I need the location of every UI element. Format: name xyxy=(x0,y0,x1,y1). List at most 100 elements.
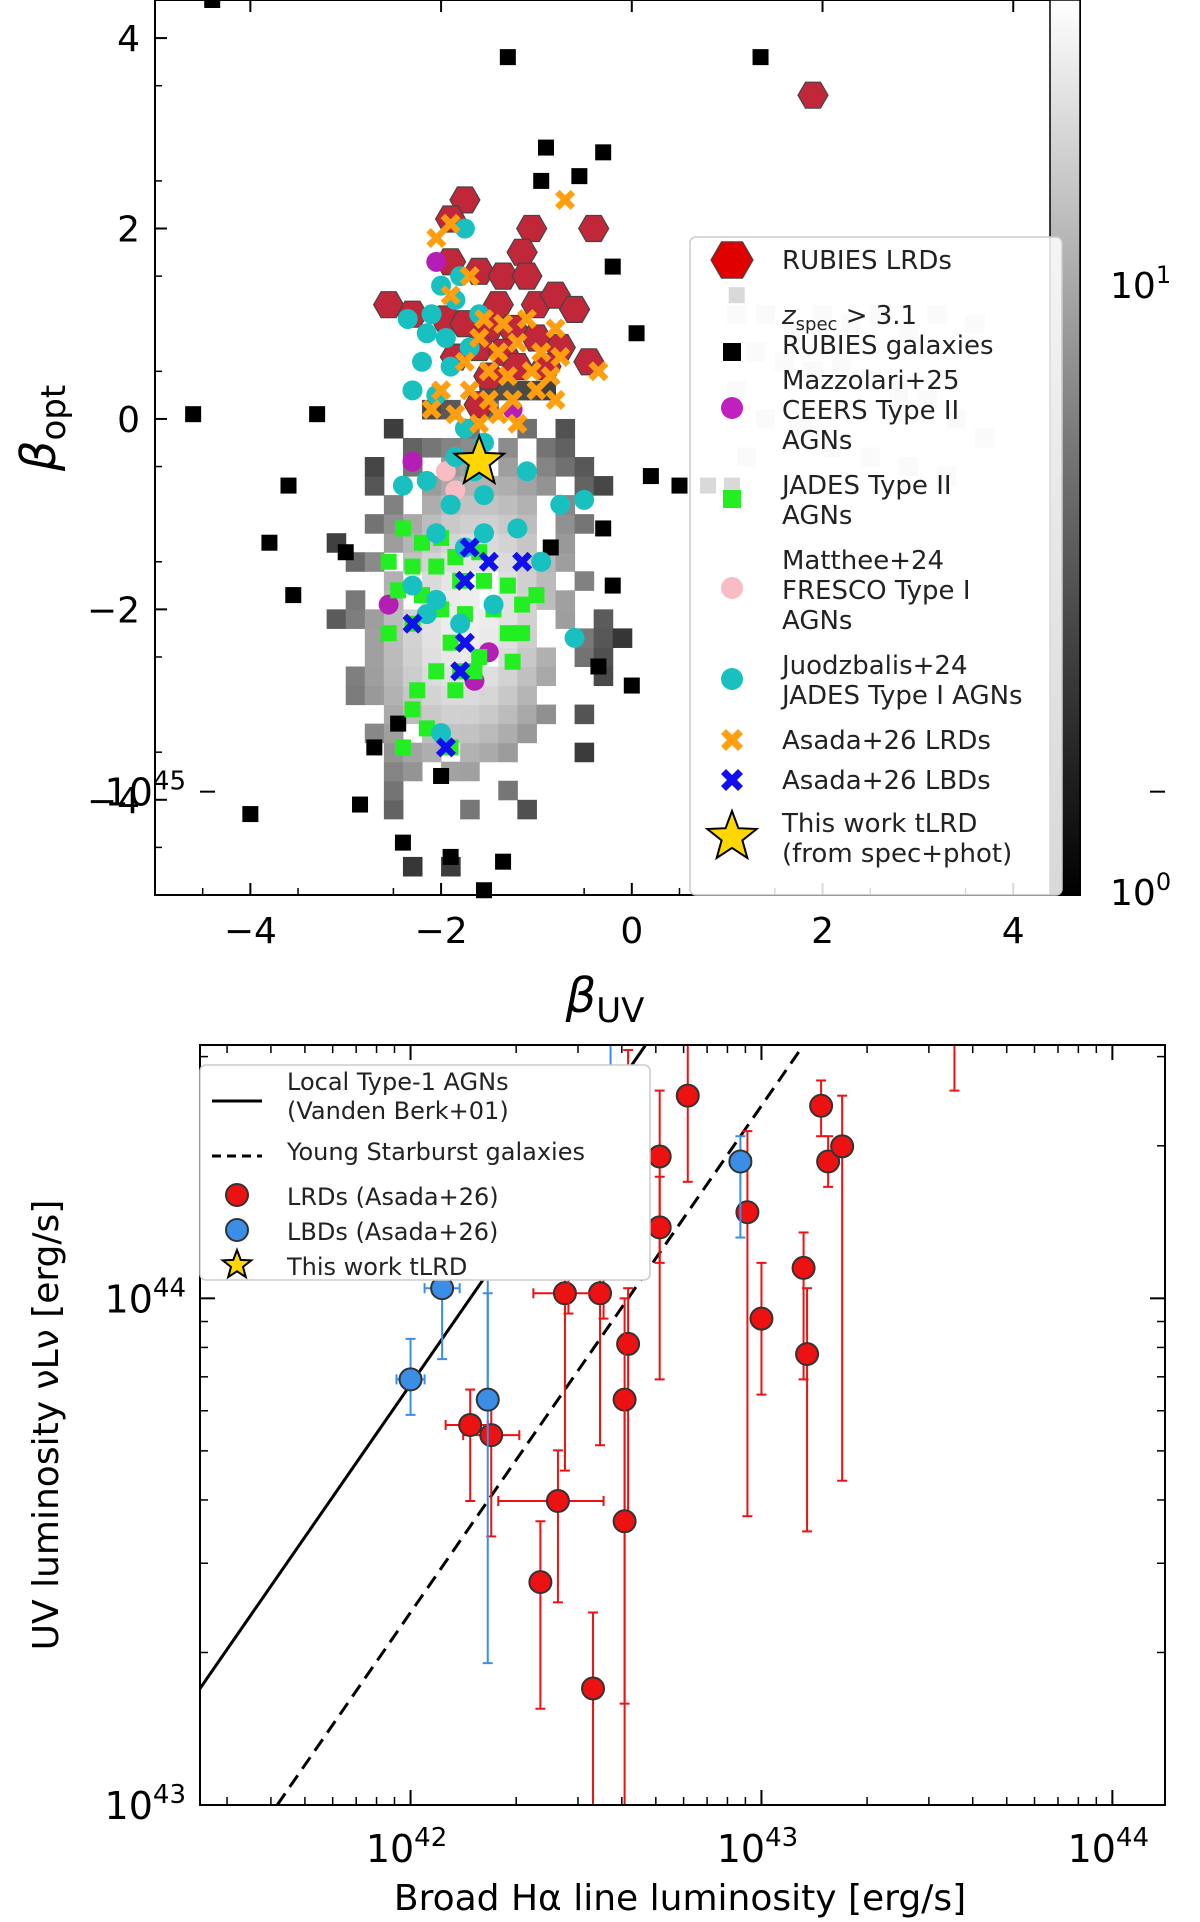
bottom-legend-label: LBDs (Asada+26) xyxy=(287,1218,498,1246)
asada-26-lrds-point xyxy=(516,309,537,329)
rubies-lrds-point xyxy=(558,295,591,323)
top-y-axis-label: βopt xyxy=(11,385,74,472)
jades-type-ii-agns-point xyxy=(428,558,445,575)
hist-bin xyxy=(460,723,480,744)
rubies-lrds-point xyxy=(578,214,610,243)
asada-26-lrds-point xyxy=(545,318,566,339)
this-work-tlrd-point xyxy=(451,432,507,486)
z-spec-3-1-rubies-galaxies-point xyxy=(366,739,383,756)
asada-26-lrds-point xyxy=(478,361,499,382)
hist-bin xyxy=(574,742,595,763)
z-spec-3-1-rubies-galaxies-point xyxy=(533,172,550,189)
hist-bin xyxy=(574,476,595,496)
asada-26-lrds-point xyxy=(440,285,461,306)
hist-bin xyxy=(422,437,442,458)
z-spec-3-1-rubies-galaxies-point xyxy=(642,468,659,485)
juodzbalis-24-jades-type-i-agns-point xyxy=(426,589,447,610)
juodzbalis-24-jades-type-i-agns-point xyxy=(473,523,494,544)
hist-bin xyxy=(536,571,557,591)
hist-bin xyxy=(555,609,576,629)
hist-bin xyxy=(460,742,480,763)
hist-bin xyxy=(460,514,480,534)
hist-bin xyxy=(479,628,499,648)
hist-bin xyxy=(460,761,480,782)
hist-bin xyxy=(460,799,480,820)
top-legend-entry-label: AGNs xyxy=(782,606,852,636)
bottom-legend-box xyxy=(199,1064,651,1281)
juodzbalis-24-jades-type-i-agns-point xyxy=(516,461,537,482)
lrds-asada-26-point xyxy=(1080,862,1102,884)
hist-bin xyxy=(345,666,366,687)
jades-type-ii-agns-point xyxy=(380,553,397,570)
hist-bin xyxy=(555,457,576,477)
hist-bin xyxy=(498,742,518,763)
hist-bin xyxy=(441,704,461,725)
hist-bin xyxy=(574,457,595,477)
asada-26-lrds-point xyxy=(445,404,466,425)
mazzolari-25-ceers-type-ii-agns-point xyxy=(426,251,447,272)
z-spec-3-1-rubies-galaxies-point xyxy=(571,168,588,185)
z-spec-3-1-rubies-galaxies-point xyxy=(442,848,459,865)
juodzbalis-24-jades-type-i-agns-point xyxy=(473,485,494,506)
hist-bin xyxy=(517,495,537,515)
juodzbalis-24-jades-type-i-agns-point xyxy=(440,356,461,377)
hist-bin xyxy=(574,571,595,591)
top-x-tick-label: −4 xyxy=(224,911,277,952)
asada-26-lrds-point xyxy=(502,389,523,410)
jades-type-ii-agns-point xyxy=(418,720,435,737)
hist-bin xyxy=(479,723,499,744)
jades-type-ii-agns-point xyxy=(390,582,407,599)
matthee-24-fresco-type-i-agns-point xyxy=(435,461,456,482)
hist-bin xyxy=(517,799,537,820)
jades-type-ii-agns-point xyxy=(380,625,397,642)
hist-bin xyxy=(402,628,423,648)
top-legend-entry-label: FRESCO Type I xyxy=(782,576,971,606)
asada-26-lrds-point xyxy=(469,413,490,434)
top-y-tick-label: 2 xyxy=(117,210,140,251)
z-spec-3-1-rubies-galaxies-point xyxy=(537,139,554,156)
colorbar-tick-10-0: 100 xyxy=(1110,868,1171,914)
asada-26-lrds-point xyxy=(507,413,528,434)
hist-bin xyxy=(555,533,576,553)
bottom-x-tick-label: 1042 xyxy=(366,1823,447,1871)
asada-26-lrds-point xyxy=(493,313,514,334)
top-legend-entry-marker xyxy=(704,808,760,861)
asada-26-lrds-point xyxy=(459,380,480,401)
top-axis-ticks: −4 −2 0 2 4 4 2 0 −2 −4 xyxy=(87,0,1062,952)
lrds-asada-26-point xyxy=(830,1134,855,1159)
lrds-asada-26-point xyxy=(528,1570,553,1595)
top-legend-entry-marker xyxy=(710,241,754,279)
asada-26-lrds-point xyxy=(426,228,447,248)
z-spec-3-1-rubies-galaxies-point xyxy=(499,49,516,66)
juodzbalis-24-jades-type-i-agns-point xyxy=(507,518,528,539)
z-spec-3-1-rubies-galaxies-point xyxy=(261,534,278,551)
lrds-asada-26-point xyxy=(675,1083,700,1108)
z-spec-3-1-rubies-galaxies-point xyxy=(604,258,621,275)
hist-bin xyxy=(422,704,442,725)
asada-26-lbds-point xyxy=(454,570,475,591)
lrds-asada-26-point xyxy=(581,1676,606,1701)
juodzbalis-24-jades-type-i-agns-point xyxy=(402,380,423,401)
mazzolari-25-ceers-type-ii-agns-point xyxy=(402,451,423,472)
lbds-asada-26-point xyxy=(398,1367,423,1392)
z-spec-3-1-rubies-galaxies-point xyxy=(185,406,202,423)
bottom-y-axis-label: UV luminosity νLν [erg/s] xyxy=(26,1200,67,1651)
top-legend-entry-label: (from spec+phot) xyxy=(782,839,1012,869)
top-y-tick-label: −4 xyxy=(87,781,140,822)
asada-26-lrds-point xyxy=(588,361,609,382)
hist-bin xyxy=(345,590,366,610)
lrds-asada-26-point xyxy=(809,1093,834,1118)
asada-26-lrds-point xyxy=(540,366,561,387)
z-spec-3-1-rubies-galaxies-point xyxy=(204,0,221,8)
asada-26-lbds-point xyxy=(402,613,423,634)
hist-bin xyxy=(498,666,518,687)
juodzbalis-24-jades-type-i-agns-point xyxy=(421,304,442,325)
hist-bin xyxy=(536,457,557,477)
juodzbalis-24-jades-type-i-agns-point xyxy=(550,494,571,515)
lbds-asada-26-point xyxy=(475,1387,500,1412)
hist-bin xyxy=(593,476,614,496)
asada-26-lbds-point xyxy=(435,737,456,758)
top-y-tick-label: −2 xyxy=(87,590,140,631)
